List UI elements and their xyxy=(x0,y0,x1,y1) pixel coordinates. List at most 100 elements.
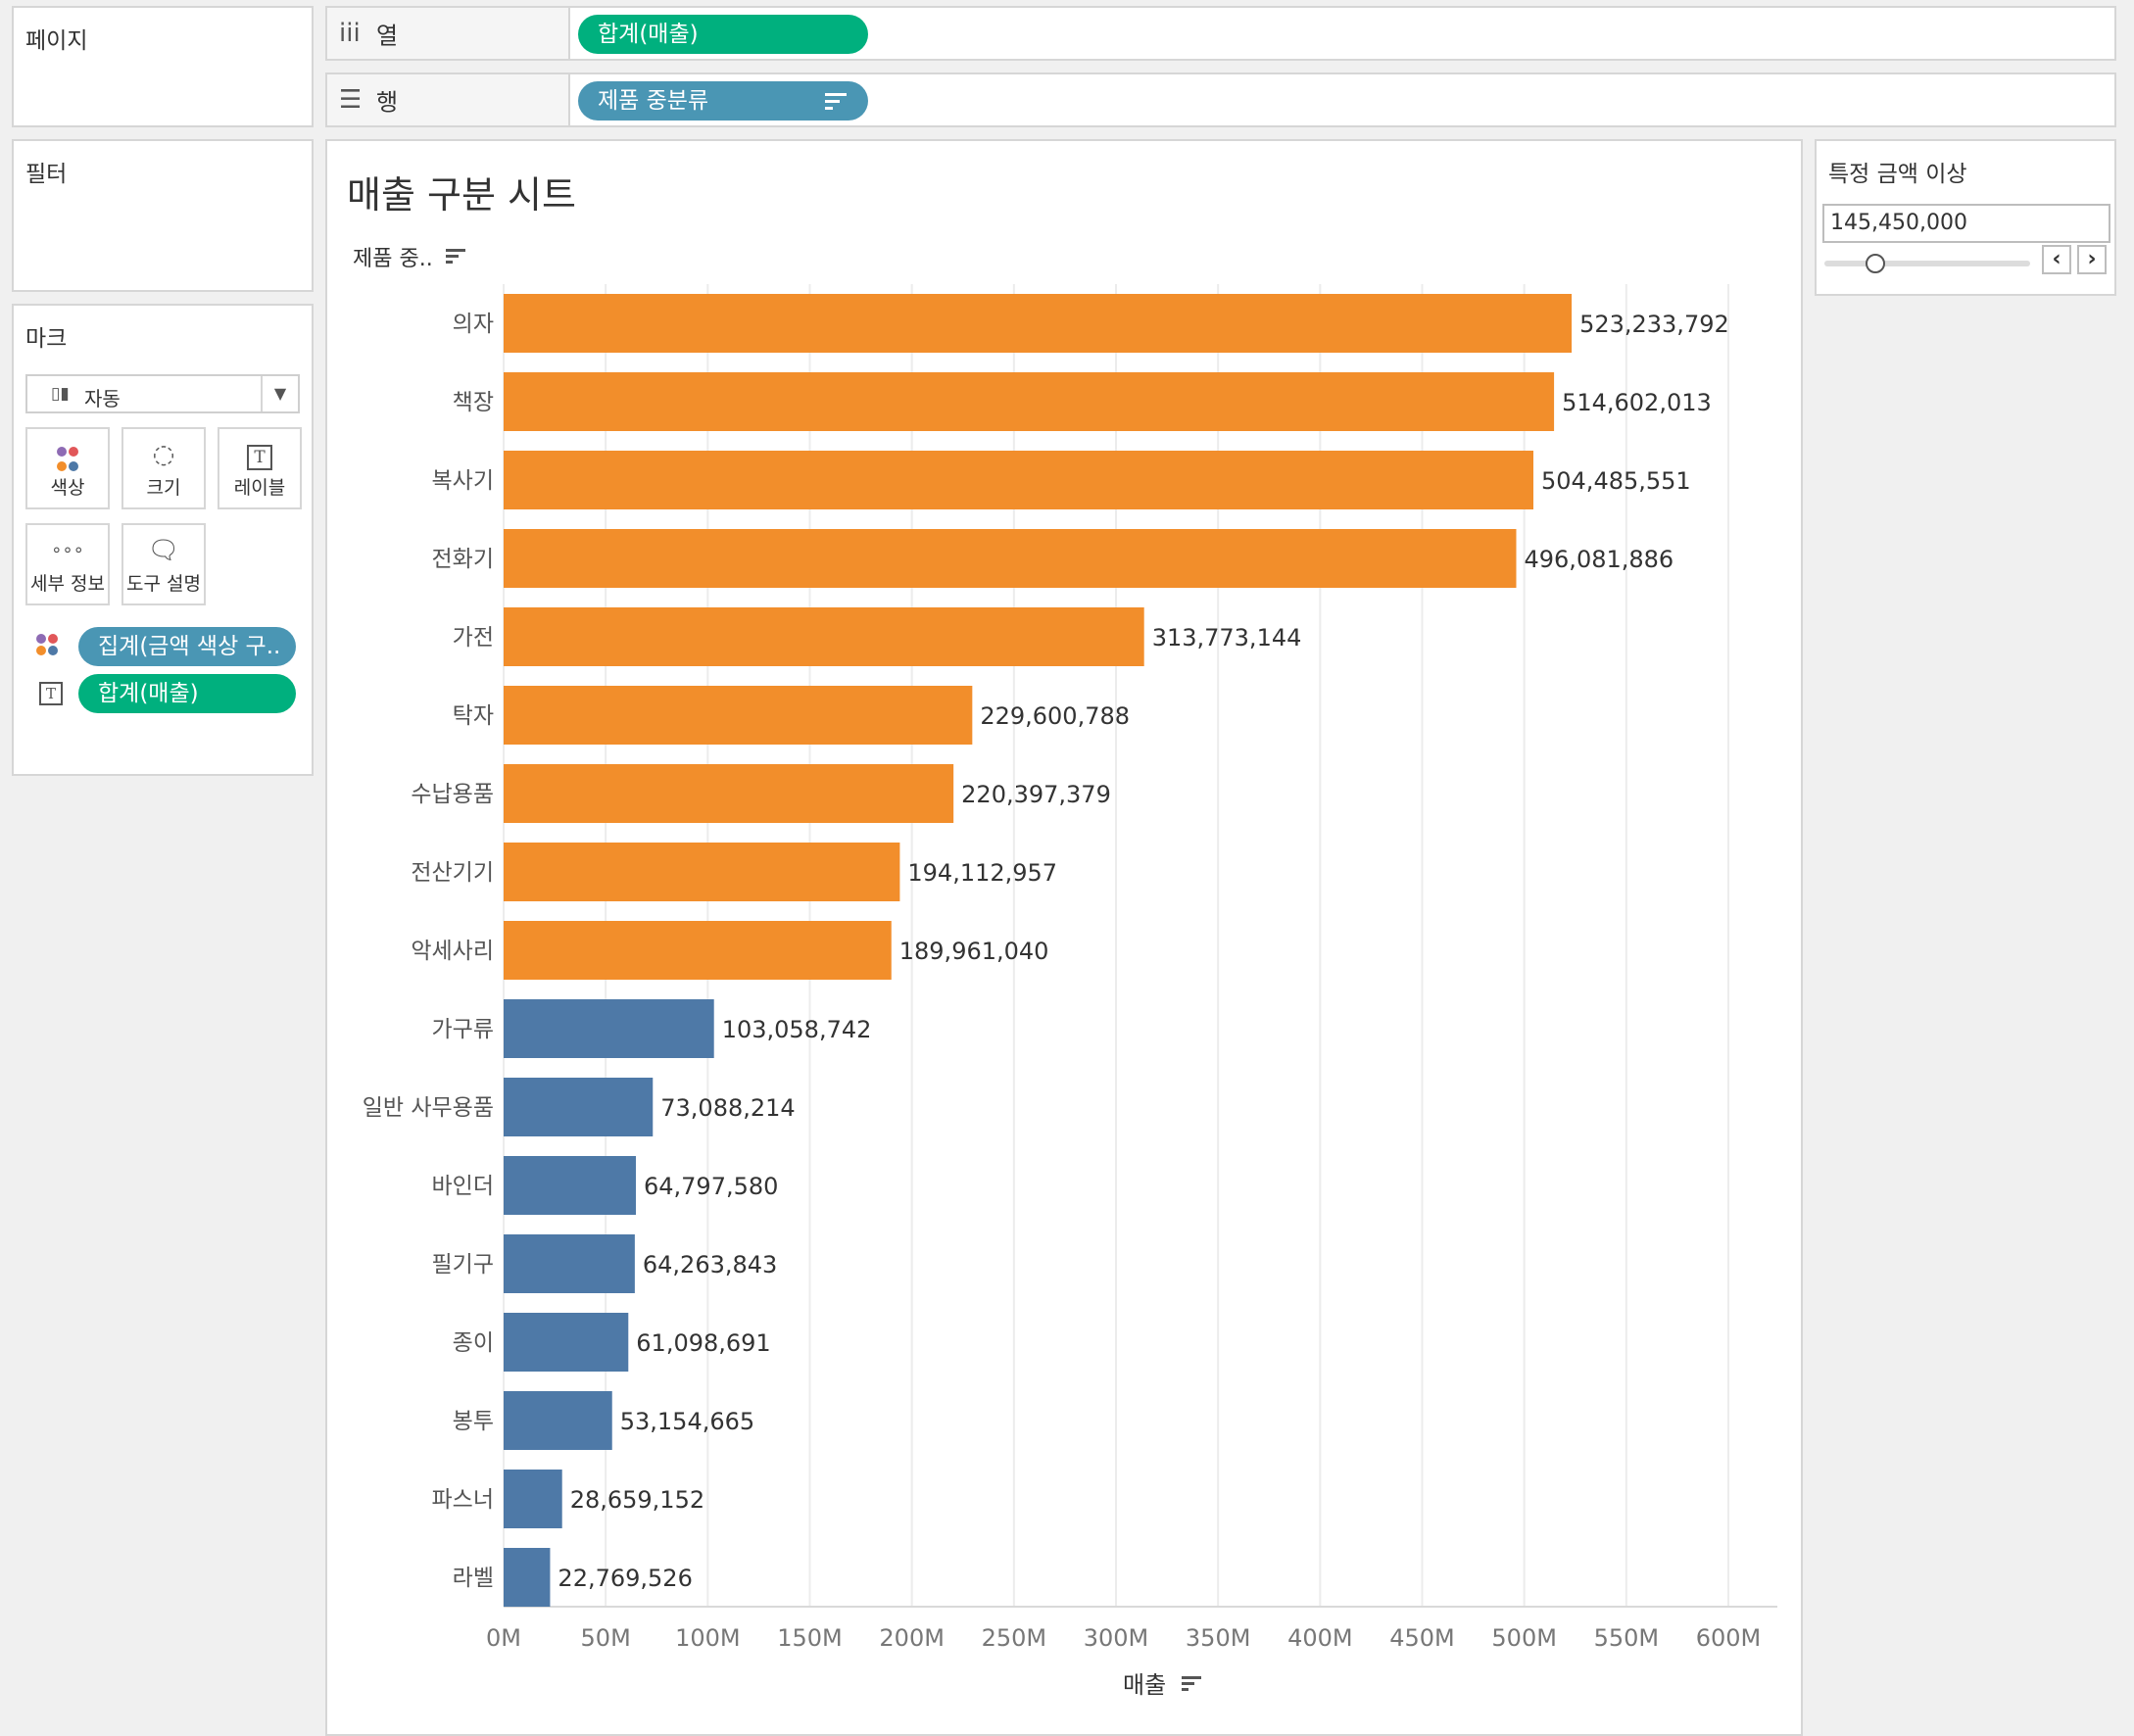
bar[interactable] xyxy=(504,529,1517,588)
parameter-panel: 특정 금액 이상 145,450,000 ‹ › xyxy=(1815,139,2116,296)
bar[interactable] xyxy=(504,1470,562,1528)
category-label[interactable]: 의자 xyxy=(453,312,494,337)
sort-descending-icon[interactable] xyxy=(445,248,465,265)
category-label[interactable]: 전화기 xyxy=(432,547,494,572)
color-field-pill[interactable]: 집계(금액 색상 구.. xyxy=(78,627,296,666)
x-tick-label: 550M xyxy=(1594,1624,1660,1652)
value-label: 103,058,742 xyxy=(722,1016,872,1043)
columns-pill[interactable]: 합계(매출) xyxy=(578,15,868,54)
bar[interactable] xyxy=(504,294,1573,353)
bar[interactable] xyxy=(504,921,892,980)
bar[interactable] xyxy=(504,1234,635,1293)
value-label: 53,154,665 xyxy=(620,1408,754,1435)
x-axis-title[interactable]: 매출 xyxy=(1123,1665,1201,1700)
value-label: 504,485,551 xyxy=(1541,467,1691,495)
mark-type-label: 자동 xyxy=(84,387,121,410)
columns-label: 열 xyxy=(376,22,399,50)
detail-button-label: 세부 정보 xyxy=(30,573,105,595)
label-field-pill[interactable]: 합계(매출) xyxy=(78,674,296,713)
x-tick-label: 50M xyxy=(581,1624,631,1652)
bar[interactable] xyxy=(504,372,1555,431)
columns-shelf-label: iii 열 xyxy=(327,8,570,59)
bar[interactable] xyxy=(504,999,714,1058)
filters-title: 필터 xyxy=(25,162,68,187)
bar[interactable] xyxy=(504,843,900,901)
label-button[interactable]: T 레이블 xyxy=(218,427,302,509)
row-header[interactable]: 제품 중.. xyxy=(353,241,465,272)
category-label[interactable]: 가전 xyxy=(453,625,494,651)
rows-shelf-label: ☰ 행 xyxy=(327,74,570,125)
detail-dots-icon: ∘∘∘ xyxy=(51,540,84,560)
value-label: 73,088,214 xyxy=(660,1094,795,1122)
color-button-label: 색상 xyxy=(50,477,85,499)
x-axis-label: 매출 xyxy=(1123,1671,1167,1699)
x-tick-label: 300M xyxy=(1084,1624,1149,1652)
chevron-down-icon[interactable]: ▼ xyxy=(261,376,298,411)
rows-icon: ☰ xyxy=(339,85,363,115)
category-label[interactable]: 봉투 xyxy=(453,1409,494,1434)
category-label[interactable]: 일반 사무용품 xyxy=(363,1095,494,1121)
category-label[interactable]: 수납용품 xyxy=(411,782,494,807)
category-label[interactable]: 전산기기 xyxy=(411,860,494,886)
rows-pill[interactable]: 제품 중분류 xyxy=(578,81,868,121)
value-label: 28,659,152 xyxy=(570,1486,704,1514)
category-label[interactable]: 종이 xyxy=(453,1330,494,1356)
x-tick-label: 500M xyxy=(1491,1624,1557,1652)
parameter-value-input[interactable]: 145,450,000 xyxy=(1822,204,2110,243)
bar[interactable] xyxy=(504,686,973,745)
sort-descending-icon[interactable] xyxy=(825,91,847,111)
category-label[interactable]: 라벨 xyxy=(453,1566,494,1591)
speech-bubble-icon: 🗨 xyxy=(147,536,180,565)
bar[interactable] xyxy=(504,1313,629,1372)
x-tick-label: 350M xyxy=(1186,1624,1251,1652)
size-button[interactable]: ◌ 크기 xyxy=(121,427,206,509)
sheet-title: 매출 구분 시트 xyxy=(347,173,576,217)
value-label: 229,600,788 xyxy=(980,702,1130,730)
chevron-left-icon[interactable]: ‹ xyxy=(2042,245,2071,274)
bar[interactable] xyxy=(504,764,954,823)
bar[interactable] xyxy=(504,1391,612,1450)
x-tick-label: 200M xyxy=(879,1624,945,1652)
x-tick-label: 250M xyxy=(982,1624,1047,1652)
columns-icon: iii xyxy=(339,19,361,48)
category-label[interactable]: 책장 xyxy=(453,390,494,415)
bar-chart-icon: ▯▮ xyxy=(51,384,70,404)
pages-title: 페이지 xyxy=(25,28,88,54)
chevron-right-icon[interactable]: › xyxy=(2077,245,2107,274)
tooltip-button[interactable]: 🗨 도구 설명 xyxy=(121,523,206,605)
category-label[interactable]: 복사기 xyxy=(432,468,494,494)
bar[interactable] xyxy=(504,451,1534,509)
mark-type-dropdown[interactable]: ▯▮ 자동 ▼ xyxy=(25,374,300,413)
value-label: 496,081,886 xyxy=(1525,546,1674,573)
size-button-label: 크기 xyxy=(146,477,181,499)
rows-pill-label: 제품 중분류 xyxy=(598,88,709,114)
color-dots-icon xyxy=(35,633,59,656)
category-label[interactable]: 필기구 xyxy=(432,1252,494,1278)
value-label: 220,397,379 xyxy=(961,781,1111,808)
value-label: 61,098,691 xyxy=(636,1329,770,1357)
color-button[interactable]: 색상 xyxy=(25,427,110,509)
value-label: 194,112,957 xyxy=(907,859,1057,887)
sort-descending-icon[interactable] xyxy=(1181,1675,1201,1693)
category-label[interactable]: 악세사리 xyxy=(411,939,494,964)
columns-shelf: iii 열 합계(매출) xyxy=(325,6,2116,61)
bar[interactable] xyxy=(504,1548,551,1607)
category-label[interactable]: 파스너 xyxy=(432,1487,494,1513)
parameter-slider-track[interactable] xyxy=(1824,261,2030,266)
x-tick-label: 400M xyxy=(1287,1624,1353,1652)
marks-title: 마크 xyxy=(25,326,68,352)
parameter-slider-knob[interactable] xyxy=(1866,254,1885,273)
category-label[interactable]: 가구류 xyxy=(432,1017,494,1042)
x-tick-label: 450M xyxy=(1389,1624,1455,1652)
category-label[interactable]: 바인더 xyxy=(432,1174,494,1199)
bar[interactable] xyxy=(504,1078,654,1136)
label-field-row: T 합계(매출) xyxy=(25,672,304,713)
filters-panel: 필터 xyxy=(12,139,314,292)
category-label[interactable]: 탁자 xyxy=(453,703,494,729)
pages-panel: 페이지 xyxy=(12,6,314,127)
detail-button[interactable]: ∘∘∘ 세부 정보 xyxy=(25,523,110,605)
value-label: 313,773,144 xyxy=(1152,624,1302,651)
bar[interactable] xyxy=(504,1156,636,1215)
tooltip-button-label: 도구 설명 xyxy=(126,573,201,595)
bar[interactable] xyxy=(504,607,1144,666)
